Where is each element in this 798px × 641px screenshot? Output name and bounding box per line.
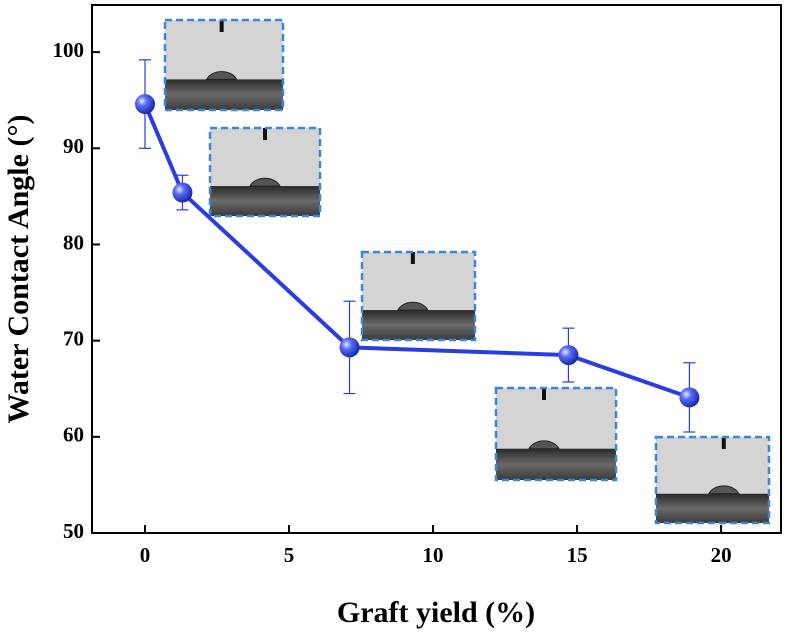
x-tick-label: 5: [284, 543, 295, 567]
photo-needle: [219, 20, 224, 32]
photo-border: [654, 435, 771, 525]
photo-substrate: [496, 448, 616, 480]
photo-border: [360, 250, 477, 342]
photo-needle: [263, 128, 267, 140]
y-axis-title: Water Contact Angle (°): [2, 115, 35, 424]
inset-photo: [163, 18, 285, 112]
x-tick-label: 0: [140, 543, 151, 567]
inset-photo: [208, 126, 322, 218]
plot-frame: [91, 4, 782, 534]
photo-droplet: [397, 301, 429, 311]
photo-needle: [410, 252, 415, 264]
inset-photo: [494, 386, 618, 482]
inset-photo: [360, 250, 477, 342]
inset-photos: [163, 18, 771, 525]
photo-droplet: [205, 71, 238, 80]
y-tick-label: 90: [63, 134, 84, 158]
photo-substrate: [656, 493, 769, 523]
y-tick-label: 50: [63, 519, 84, 543]
y-tick-label: 100: [53, 38, 85, 62]
data-point: [679, 387, 700, 408]
photo-substrate: [362, 310, 475, 340]
x-axis-title: Graft yield (%): [337, 596, 535, 629]
photo-droplet: [707, 485, 740, 495]
photo-border: [208, 126, 322, 218]
photo-needle: [721, 437, 726, 449]
photo-substrate: [165, 79, 283, 110]
data-point: [339, 337, 360, 358]
photo-needle: [542, 388, 546, 400]
y-tick-label: 60: [63, 423, 84, 447]
data-point: [558, 345, 579, 366]
photo-border: [494, 386, 618, 482]
data-point: [135, 94, 155, 115]
y-tick-label: 80: [63, 230, 84, 254]
x-tick-label: 15: [567, 543, 588, 567]
y-tick-label: 70: [63, 326, 84, 350]
photo-border: [163, 18, 285, 112]
inset-photo: [654, 435, 771, 525]
data-point: [172, 182, 193, 203]
x-tick-label: 20: [711, 543, 732, 567]
photo-droplet: [249, 177, 281, 187]
photo-droplet: [528, 440, 560, 450]
photo-substrate: [210, 186, 320, 216]
x-tick-label: 10: [423, 543, 444, 567]
